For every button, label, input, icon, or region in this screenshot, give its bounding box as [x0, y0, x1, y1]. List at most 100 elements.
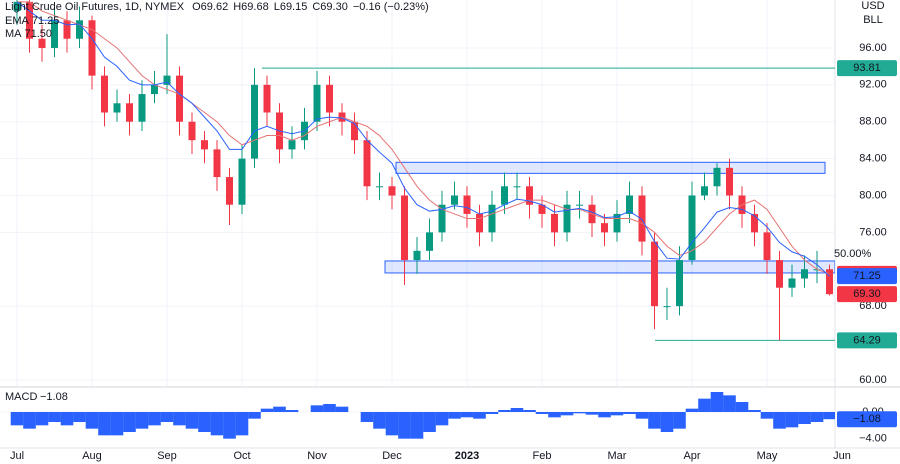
macd-bar	[510, 408, 524, 412]
macd-bar	[548, 412, 561, 418]
macd-bar	[673, 412, 686, 429]
x-tick-label: Sep	[157, 450, 177, 462]
indicator-value: 71.50	[25, 28, 53, 40]
candle-body	[101, 75, 108, 113]
macd-bar	[610, 412, 624, 416]
candle-body	[613, 213, 621, 233]
x-tick-label: Jun	[833, 450, 851, 462]
y-tick-label: 92.00	[859, 79, 887, 91]
macd-bar	[485, 412, 499, 414]
macd-bar	[448, 412, 461, 419]
price-label: 93.81	[853, 62, 881, 74]
macd-bar	[798, 412, 811, 424]
ema-line	[16, 1, 830, 277]
candle-body	[538, 204, 546, 214]
macd-bar	[660, 412, 674, 432]
candle-body	[651, 241, 658, 307]
macd-bar	[198, 412, 211, 432]
candle-body	[638, 195, 646, 242]
ma-line	[17, 1, 830, 275]
x-tick-label: Dec	[382, 450, 402, 462]
candle-body	[426, 232, 433, 251]
candle-body	[563, 204, 571, 233]
macd-bar	[148, 412, 161, 426]
candle-body	[138, 94, 146, 122]
candle-body	[151, 84, 158, 95]
candle-body	[401, 195, 408, 261]
macd-bar	[710, 392, 724, 412]
macd-bar	[773, 412, 786, 429]
macd-bar	[685, 408, 699, 412]
candle-body	[763, 232, 771, 261]
candle-body	[513, 186, 521, 188]
x-tick-label: May	[757, 450, 778, 462]
x-tick-label: Apr	[683, 450, 700, 462]
x-tick-label: Feb	[533, 450, 552, 462]
macd-bar	[785, 412, 799, 428]
macd-bar	[73, 412, 86, 422]
macd-bar	[810, 412, 824, 422]
macd-bar	[735, 402, 749, 412]
macd-bar	[35, 412, 49, 426]
candle-body	[263, 84, 271, 113]
y-tick-label: 84.00	[859, 153, 887, 165]
indicator-value: 71.25	[32, 15, 60, 27]
x-tick-label: Nov	[307, 450, 327, 462]
y-tick-label: 96.00	[859, 42, 887, 54]
macd-bar	[260, 408, 274, 412]
macd-bar	[410, 412, 424, 439]
y-tick-label: 76.00	[859, 226, 887, 238]
macd-bar	[323, 404, 336, 412]
candle-body	[413, 250, 421, 261]
macd-bar	[598, 412, 611, 418]
candle-body	[238, 158, 246, 205]
candle-body	[63, 20, 71, 39]
candle-body	[713, 167, 721, 187]
macd-bar	[360, 412, 374, 422]
x-tick-label: Oct	[233, 450, 250, 462]
macd-bar	[423, 412, 436, 432]
macd-bar	[748, 410, 761, 412]
candle-body	[788, 278, 796, 288]
macd-bar	[123, 412, 136, 432]
macd-bar	[760, 412, 774, 419]
indicator-name: MA	[5, 28, 22, 40]
price-pane	[0, 0, 835, 386]
candle-body	[626, 195, 633, 214]
ohlc-value: H69.68	[233, 1, 268, 13]
chart-title: Light Crude Oil Futures, 1D, NYMEX	[5, 1, 185, 13]
macd-bar	[648, 412, 661, 429]
candle-body	[38, 38, 46, 48]
macd-bar	[435, 412, 449, 426]
unit: BLL	[863, 14, 883, 26]
candle-body	[201, 140, 208, 150]
candle-body	[688, 195, 696, 261]
candle-body	[176, 75, 183, 122]
macd-name: MACD	[5, 391, 37, 403]
macd-bar	[23, 412, 36, 429]
macd-bar	[723, 395, 736, 412]
candle-body	[213, 149, 221, 178]
price-label: 71.25	[853, 270, 881, 282]
zone	[384, 260, 835, 274]
candle-body	[251, 84, 258, 159]
price-label-box	[837, 332, 897, 349]
macd-pane	[0, 392, 835, 439]
candle-body	[576, 204, 583, 206]
candle-body	[463, 195, 471, 214]
macd-bar	[135, 412, 149, 429]
macd-bar	[823, 412, 835, 420]
candle-body	[701, 186, 708, 196]
candle-body	[751, 213, 758, 233]
macd-bar	[185, 412, 199, 429]
candle-body	[88, 20, 96, 76]
candle-body	[826, 269, 833, 295]
macd-bar	[335, 406, 349, 412]
candle-body	[726, 167, 733, 196]
candle-body	[288, 140, 296, 150]
candle-body	[801, 269, 808, 279]
candle-body	[51, 20, 58, 48]
macd-bar	[473, 412, 486, 419]
candle-body	[438, 204, 446, 233]
